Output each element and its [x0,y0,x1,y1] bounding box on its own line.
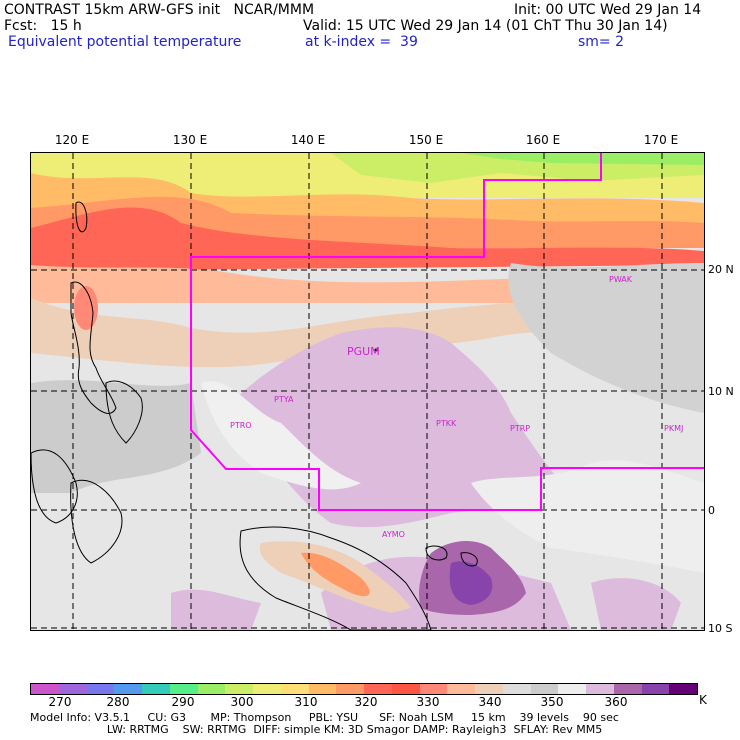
station-pkmj: PKMJ [664,424,683,433]
header-valid-time: Valid: 15 UTC Wed 29 Jan 14 (01 ChT Thu … [303,18,668,34]
station-ptkk: PTKK [436,419,457,428]
colorbar-swatch [391,684,420,694]
header-level: at k-index = 39 [305,34,418,50]
colorbar-swatch [86,684,115,694]
colorbar-swatch [308,684,337,694]
colorbar-tick-310: 310 [294,695,318,709]
colorbar-swatch [58,684,87,694]
colorbar-swatch [114,684,142,694]
header-model-title: CONTRAST 15km ARW-GFS init NCAR/MMM [4,2,315,18]
station-ptya: PTYA [274,395,294,404]
colorbar-swatch [586,684,614,694]
equivalent-potential-temperature-map: PWAK PGUM PTYA PTRO PTKK PTRP PKMJ AYMO [30,152,705,631]
colorbar-swatch [280,684,309,694]
colorbar-swatch [169,684,198,694]
colorbar-tick-360: 360 [604,695,628,709]
colorbar-swatch [475,684,503,694]
colorbar-tick-290: 290 [171,695,195,709]
colorbar-swatch [253,684,281,694]
colorbar-swatch [142,684,170,694]
footer-physics-info: LW: RRTMG SW: RRTMG DIFF: simple KM: 3D … [30,723,603,736]
header-smoothing: sm= 2 [578,34,625,50]
colorbar-swatch [641,684,670,694]
header-init-time: Init: 00 UTC Wed 29 Jan 14 [514,2,702,18]
lat-label-equator: 0 [708,504,715,517]
lat-label-10s: 10 S [708,622,733,635]
colorbar-swatch [530,684,559,694]
colorbar-tick-330: 330 [416,695,440,709]
colorbar-tick-350: 350 [540,695,564,709]
colorbar-swatch [447,684,475,694]
colorbar-swatch [502,684,531,694]
colorbar-swatch [419,684,448,694]
colorbar-unit: K [699,693,707,707]
colorbar-swatch [669,684,697,694]
temperature-colorbar [30,683,698,695]
station-aymo: AYMO [382,530,405,539]
colorbar-swatch [31,684,59,694]
lon-label-140e: 140 E [290,133,326,147]
station-ptro: PTRO [230,421,252,430]
colorbar-swatch [364,684,392,694]
colorbar-tick-270: 270 [48,695,72,709]
colorbar-tick-320: 320 [354,695,378,709]
colorbar-tick-300: 300 [230,695,254,709]
lon-label-170e: 170 E [643,133,679,147]
header-forecast-hour: Fcst: 15 h [4,18,82,34]
lon-label-150e: 150 E [408,133,444,147]
colorbar-swatch [197,684,226,694]
colorbar-tick-340: 340 [478,695,502,709]
colorbar-swatch [336,684,364,694]
lon-label-160e: 160 E [525,133,561,147]
station-pgum: PGUM [347,345,380,358]
lat-label-10n: 10 N [708,385,734,398]
station-ptrp: PTRP [510,424,530,433]
colorbar-swatch [558,684,586,694]
station-pwak: PWAK [609,275,633,284]
colorbar-swatch [225,684,253,694]
lon-label-120e: 120 E [54,133,90,147]
lon-label-130e: 130 E [172,133,208,147]
colorbar-tick-280: 280 [106,695,130,709]
colorbar-swatch [613,684,642,694]
header-field-name: Equivalent potential temperature [8,34,242,50]
lat-label-20n: 20 N [708,263,734,276]
footer-model-info: Model Info: V3.5.1 CU: G3 MP: Thompson P… [30,711,619,724]
